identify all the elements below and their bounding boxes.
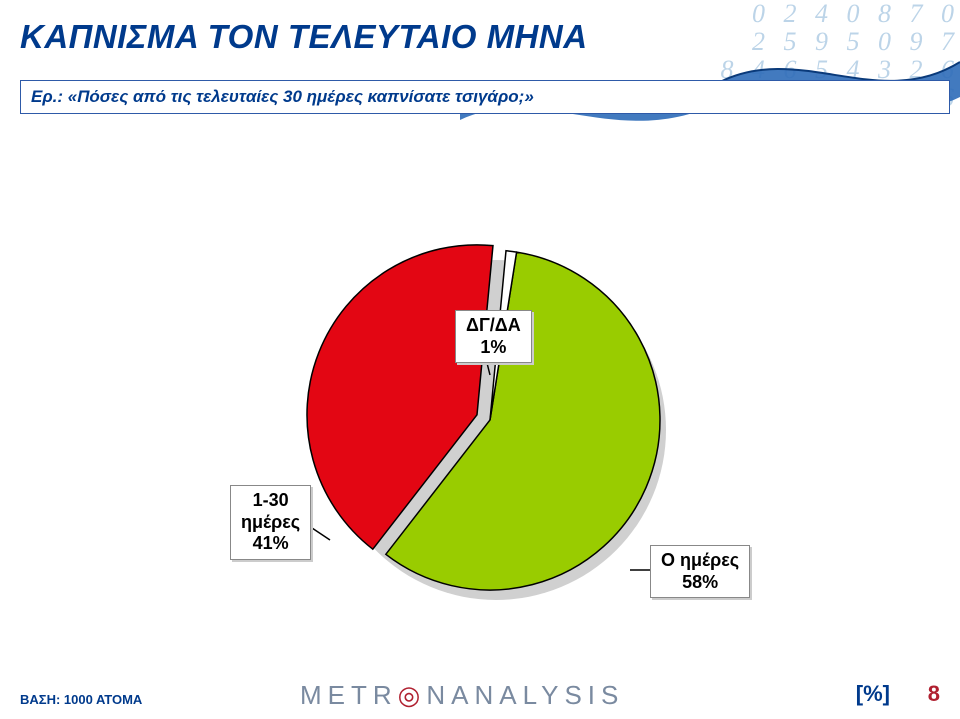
label-zero-line2: 58%: [661, 572, 739, 594]
footer: ΒΑΣΗ: 1000 ΑΤΟΜΑ METR◎NANALYSIS [%] 8: [0, 667, 960, 707]
pie-chart: ΔΓ/ΔΑ 1% 1-30 ημέρες 41% Ο ημέρες 58%: [0, 150, 960, 620]
logo-part-1: METR: [300, 680, 398, 710]
logo-part-2: NANALYSIS: [426, 680, 624, 710]
label-zero-line1: Ο ημέρες: [661, 550, 739, 572]
question-box: Ερ.: «Πόσες από τις τελευταίες 30 ημέρες…: [20, 80, 950, 114]
label-zero: Ο ημέρες 58%: [650, 545, 750, 598]
percent-unit: [%]: [856, 681, 890, 707]
label-1-30: 1-30 ημέρες 41%: [230, 485, 311, 560]
page-title: ΚΑΠΝΙΣΜΑ ΤΟΝ ΤΕΛΕΥΤΑΙΟ ΜΗΝΑ: [20, 18, 588, 56]
page-number: 8: [928, 681, 940, 707]
label-1-30-line3: 41%: [241, 533, 300, 555]
label-1-30-line2: ημέρες: [241, 512, 300, 534]
label-1-30-line1: 1-30: [241, 490, 300, 512]
base-note: ΒΑΣΗ: 1000 ΑΤΟΜΑ: [20, 692, 142, 707]
logo-o-icon: ◎: [398, 680, 427, 711]
label-dkda: ΔΓ/ΔΑ 1%: [455, 310, 532, 363]
label-dkda-line2: 1%: [466, 337, 521, 359]
logo: METR◎NANALYSIS: [300, 680, 624, 711]
label-dkda-line1: ΔΓ/ΔΑ: [466, 315, 521, 337]
leader-lines: [0, 150, 960, 620]
